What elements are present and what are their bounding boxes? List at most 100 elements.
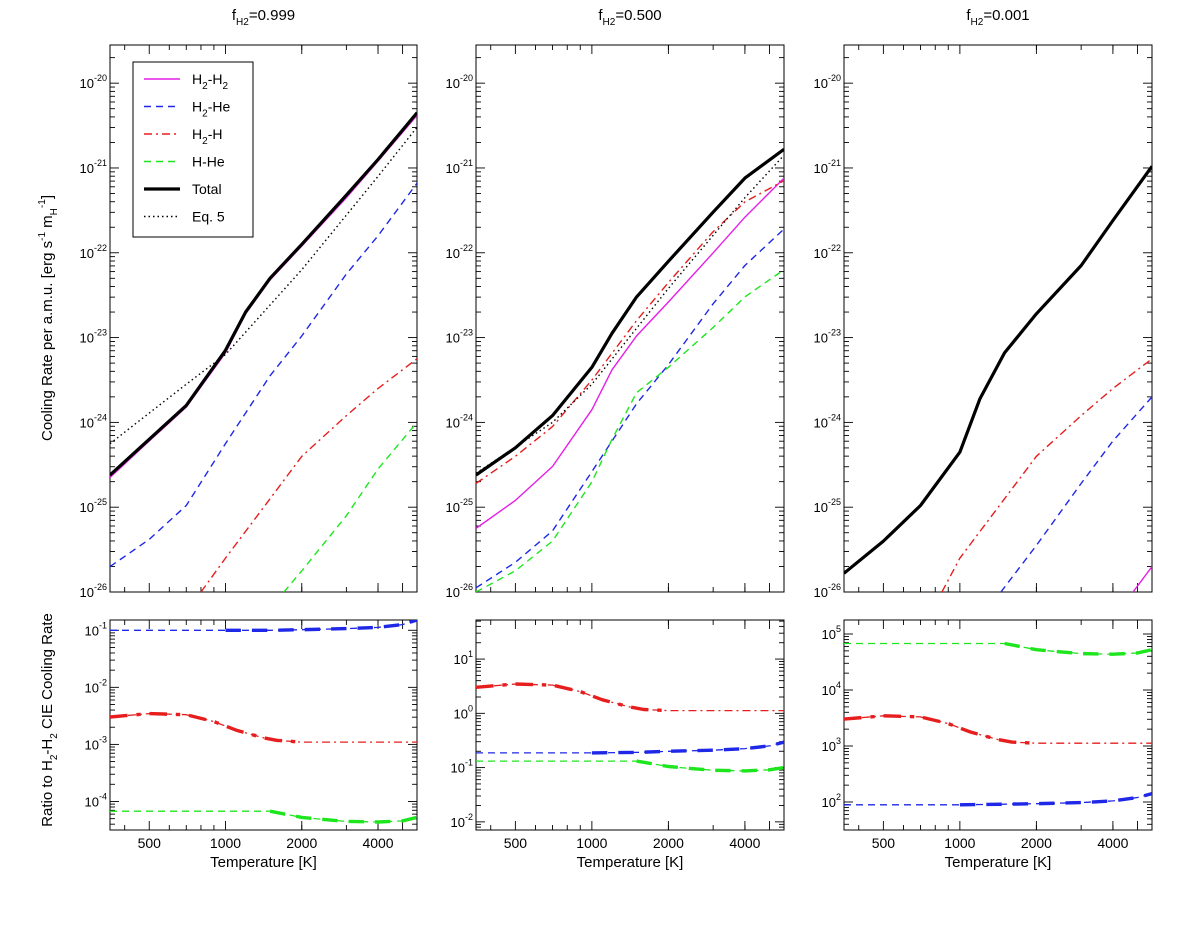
x-tick-label: 1000	[210, 835, 241, 851]
y-tick-label: 10-24	[446, 412, 473, 430]
series-h2-he-ratio	[110, 620, 417, 631]
y-tick-label: 10-25	[80, 497, 107, 515]
y-tick-label: 102	[822, 792, 841, 810]
y-axis-label-bottom: Ratio to H2-H2 CIE Cooling Rate	[39, 613, 60, 827]
x-tick-label: 2000	[653, 835, 684, 851]
y-tick-label: 100	[454, 703, 473, 721]
legend-label: Eq. 5	[192, 209, 225, 225]
series-h2-he-ratio-emphasis	[959, 791, 1152, 807]
bottom-panel-2: 105 104 103 102	[822, 619, 1153, 831]
y-tick-label: 10-21	[446, 158, 473, 176]
series-h2-he-ratio-emphasis	[591, 740, 784, 755]
series-eq.-5	[476, 154, 784, 474]
y-tick-label: 10-22	[446, 243, 473, 261]
y-axis-label-top: Cooling Rate per a.m.u. [erg s-1 mH-1]	[37, 195, 60, 441]
y-tick-label: 10-20	[446, 73, 473, 91]
y-tick-label: 10-26	[814, 582, 841, 600]
x-tick-label: 1000	[944, 835, 975, 851]
top-panel-1: 10-20 10-21 10-22 10-23 10-24 10-25 10-26	[446, 44, 785, 600]
bottom-panel-1: 101 100 10-1 10-2	[451, 619, 785, 831]
x-tick-label: 500	[872, 835, 896, 851]
x-tick-label: 4000	[1097, 835, 1128, 851]
top-series-group-2	[844, 165, 1152, 592]
series-h-he-ratio	[476, 760, 784, 772]
y-tick-label: 101	[454, 649, 473, 667]
series-h-he	[283, 421, 417, 592]
y-tick-label: 10-25	[446, 497, 473, 515]
series-h2-h-ratio	[476, 683, 784, 712]
series-h2-h-ratio-emphasis	[844, 714, 1037, 745]
series-h2-h-ratio-emphasis	[476, 682, 669, 713]
y-tick-label: 10-23	[80, 328, 107, 346]
series-h2-h	[200, 358, 417, 592]
x-tick-label: 4000	[729, 835, 760, 851]
series-h2-he-ratio	[844, 792, 1152, 806]
y-tick-label: 10-24	[80, 412, 107, 430]
y-tick-label: 105	[822, 624, 841, 642]
series-h2-he	[110, 182, 417, 568]
y-tick-label: 10-2	[451, 812, 473, 830]
series-h2-h2	[1132, 566, 1152, 592]
series-h2-h	[941, 358, 1152, 592]
series-h2-h-ratio	[110, 712, 417, 743]
series-h-he-ratio-emphasis	[269, 809, 417, 824]
x-axis-label: Temperature [K]	[945, 854, 1052, 871]
series-h2-h-ratio	[844, 715, 1152, 744]
x-tick-label: 500	[504, 835, 528, 851]
legend-label: H-He	[192, 154, 225, 170]
series-eq.-5	[110, 126, 417, 445]
y-tick-label: 10-23	[814, 328, 841, 346]
x-tick-label: 2000	[286, 835, 317, 851]
x-axis-label: Temperature [K]	[210, 854, 317, 871]
series-h2-he-ratio-emphasis	[225, 620, 417, 632]
y-tick-label: 10-4	[85, 791, 107, 809]
series-h-he	[476, 269, 784, 592]
bottom-series-group-1	[476, 682, 784, 773]
y-tick-label: 10-1	[451, 758, 473, 776]
y-tick-label: 10-23	[446, 328, 473, 346]
y-tick-label: 10-22	[80, 243, 107, 261]
x-tick-label: 500	[138, 835, 162, 851]
y-tick-label: 10-21	[814, 158, 841, 176]
y-tick-label: 10-3	[85, 734, 107, 752]
series-h2-he	[1000, 396, 1152, 592]
series-h-he-ratio-emphasis	[636, 759, 784, 773]
series-h2-h-ratio-emphasis	[110, 711, 302, 744]
series-h-he-ratio	[844, 642, 1152, 655]
panel-title-2: fH2=0.001	[966, 7, 1029, 28]
series-h2-he-ratio	[476, 741, 784, 754]
x-tick-label: 2000	[1021, 835, 1052, 851]
y-tick-label: 103	[822, 736, 841, 754]
legend: H2-H2 H2-He H2-H H-He Total Eq. 5	[132, 61, 254, 238]
x-axis-label: Temperature [K]	[577, 854, 684, 871]
y-tick-label: 10-22	[814, 243, 841, 261]
series-h-he-ratio-emphasis	[1004, 641, 1152, 656]
y-tick-label: 10-25	[814, 497, 841, 515]
legend-label: H2-He	[192, 99, 230, 120]
y-tick-label: 10-2	[85, 677, 107, 695]
top-series-group-0	[110, 111, 417, 592]
panel-title-0: fH2=0.999	[232, 7, 295, 28]
bottom-series-group-2	[844, 641, 1152, 807]
bottom-panel-0: 10-1 10-2 10-3 10-4	[85, 619, 418, 831]
legend-label: H2-H	[192, 126, 222, 147]
panel-title-1: fH2=0.500	[598, 7, 661, 28]
y-tick-label: 104	[822, 680, 841, 698]
y-tick-label: 10-20	[80, 73, 107, 91]
y-tick-label: 10-24	[814, 412, 841, 430]
y-tick-label: 10-21	[80, 158, 107, 176]
y-tick-label: 10-26	[80, 582, 107, 600]
bottom-series-group-0	[110, 620, 417, 824]
y-tick-label: 10-1	[85, 620, 107, 638]
legend-label: Total	[192, 181, 222, 197]
series-h-he-ratio	[110, 810, 417, 823]
top-panel-2: 10-20 10-21 10-22 10-23 10-24 10-25 10-26	[814, 44, 1153, 600]
series-total	[110, 111, 417, 477]
series-total	[476, 148, 784, 477]
series-total	[844, 165, 1152, 575]
y-tick-label: 10-26	[446, 582, 473, 600]
series-h2-he	[476, 228, 784, 589]
x-tick-label: 4000	[362, 835, 393, 851]
y-tick-label: 10-20	[814, 73, 841, 91]
